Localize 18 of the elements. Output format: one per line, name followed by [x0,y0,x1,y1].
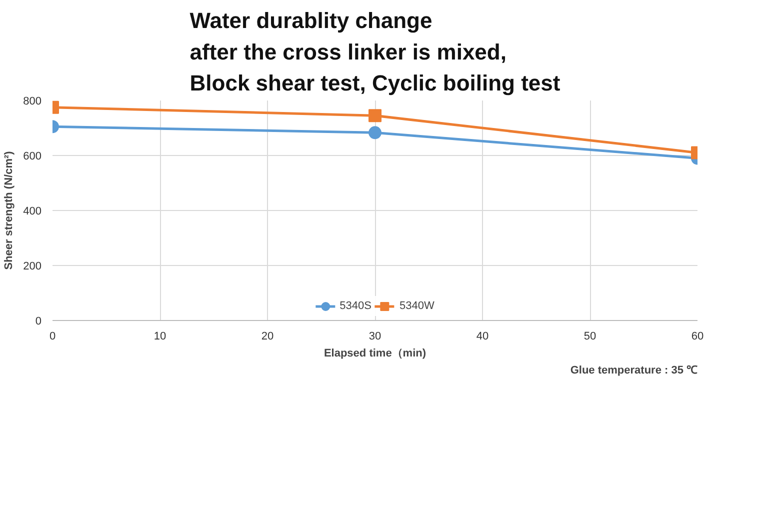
chart-title: Water durablity change after the cross linker is mixed, Block shear test, Cyclic boiling test [190,8,561,96]
y-tick-label: 200 [23,260,42,272]
x-tick-label: 60 [691,330,704,342]
x-tick-label: 20 [261,330,274,342]
x-tick-label: 10 [154,330,166,342]
x-axis-title: Elapsed time（min) [324,348,426,360]
y-tick-label: 600 [23,150,42,162]
x-tick-label: 40 [476,330,489,342]
x-tick-label: 0 [49,330,56,342]
x-tick-label: 50 [584,330,596,342]
y-tick-label: 800 [23,96,42,108]
y-tick-label: 400 [23,206,42,218]
y-tick-label: 0 [35,316,42,328]
legend-label: 5340S [340,300,372,312]
legend-label: 5340W [399,300,434,312]
y-axis-title: Sheer strength (N/cm²) [3,150,16,270]
x-tick-label: 30 [368,330,382,342]
text: Glue temperature : 35 ℃ [570,364,698,376]
